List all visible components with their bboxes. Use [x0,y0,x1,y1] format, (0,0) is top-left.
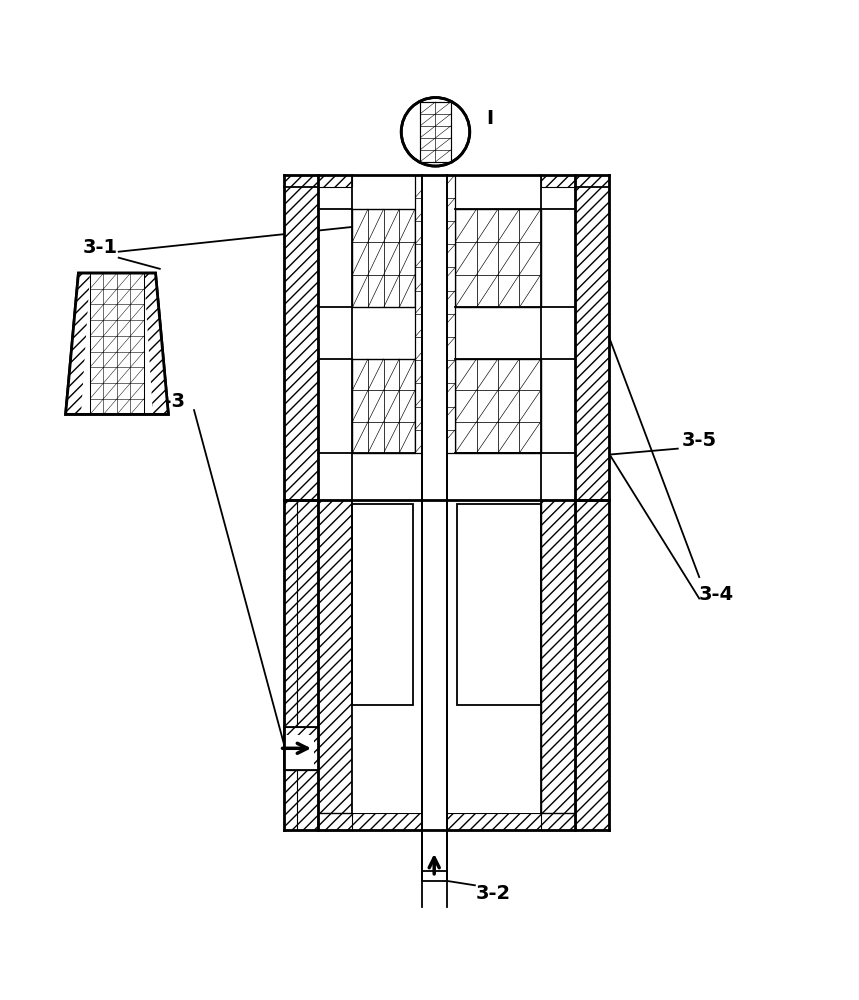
Bar [541,175,575,187]
Bar [284,735,314,770]
Bar [318,813,575,830]
Circle shape [401,98,470,166]
Bar [352,453,415,500]
Polygon shape [65,273,90,414]
Bar [575,175,609,500]
Bar [284,727,318,770]
Text: 3-1: 3-1 [82,238,118,257]
Bar [455,209,541,307]
Bar [352,504,413,705]
Bar [318,500,352,830]
Bar [284,500,318,830]
Bar [415,175,455,453]
Bar [575,500,609,830]
Bar [455,187,541,209]
Text: I: I [486,109,493,128]
Bar [284,500,297,830]
Text: 3-4: 3-4 [698,585,734,604]
Bar [455,453,541,500]
Polygon shape [144,273,168,414]
Bar [541,500,575,830]
Bar [420,102,451,162]
Bar [352,187,415,209]
Bar [284,731,318,770]
Bar [352,500,541,813]
Bar [422,705,447,872]
Bar [318,175,352,187]
Polygon shape [65,273,168,414]
Bar [90,273,144,414]
Bar [352,813,541,830]
Bar [352,307,415,359]
Bar [422,175,447,872]
Bar [455,359,541,453]
Bar [422,871,447,881]
Text: 3-3: 3-3 [151,392,186,411]
Text: 3-2: 3-2 [476,884,511,903]
Bar [457,504,541,705]
Text: 3-5: 3-5 [682,431,716,450]
Bar [352,209,415,307]
Bar [352,359,415,453]
Bar [455,307,541,359]
Bar [284,175,318,500]
